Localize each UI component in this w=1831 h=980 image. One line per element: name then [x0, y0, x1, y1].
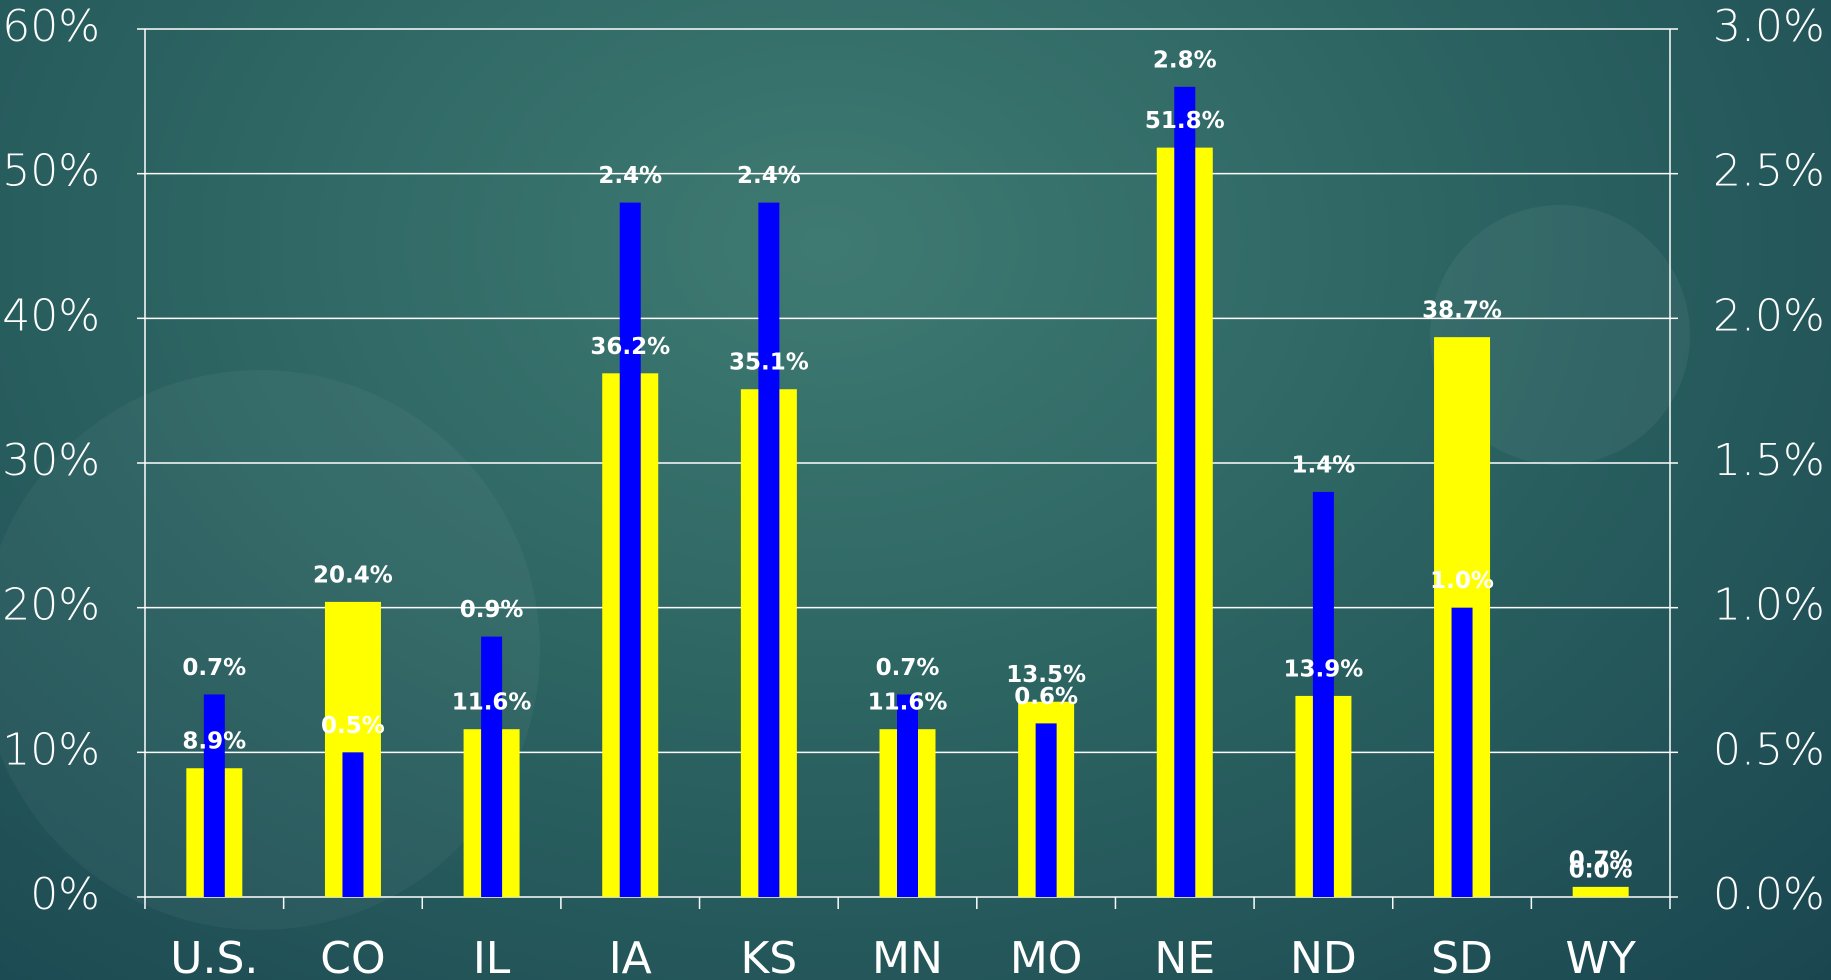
bar: [1312, 491, 1334, 897]
y-tick-label: 30%: [2, 435, 100, 486]
x-tick-label: CO: [320, 933, 385, 980]
y2-tick-label: 2.0%: [1713, 290, 1825, 341]
x-tick-label: U.S.: [170, 933, 258, 980]
y2-tick-label: 2.5%: [1713, 146, 1825, 197]
data-label: 0.7%: [876, 655, 940, 681]
bar: [1451, 607, 1473, 897]
data-label: 0.9%: [460, 597, 524, 623]
decoration: [1430, 205, 1690, 465]
data-label: 38.7%: [1422, 298, 1502, 324]
data-label: 1.0%: [1430, 568, 1494, 594]
bar: [619, 202, 641, 898]
data-label: 11.6%: [868, 690, 948, 716]
x-tick-label: IL: [473, 933, 511, 980]
x-tick-label: SD: [1431, 933, 1493, 980]
bar: [1174, 86, 1196, 897]
data-label: 36.2%: [590, 334, 670, 360]
bar: [342, 752, 364, 897]
x-tick-label: WY: [1565, 933, 1636, 980]
bar: [897, 694, 918, 897]
x-tick-label: MO: [1010, 933, 1083, 980]
data-label: 0.6%: [1014, 684, 1078, 710]
bar: [1035, 723, 1057, 897]
data-label: 2.4%: [737, 163, 801, 189]
data-label: 2.8%: [1153, 47, 1217, 73]
x-tick-label: IA: [609, 933, 652, 980]
y-tick-label: 40%: [2, 290, 100, 341]
x-tick-label: NE: [1154, 933, 1215, 980]
y2-tick-label: 1.0%: [1713, 580, 1825, 631]
x-tick-label: ND: [1290, 933, 1357, 980]
y2-tick-label: 1.5%: [1713, 435, 1825, 486]
x-tick-label: KS: [740, 933, 797, 980]
y-tick-label: 0%: [30, 869, 100, 920]
data-label: 20.4%: [313, 562, 393, 588]
data-label: 8.9%: [182, 729, 246, 755]
decoration: [0, 370, 540, 930]
data-label: 1.4%: [1292, 452, 1356, 478]
y-tick-label: 60%: [2, 1, 100, 52]
data-label: 0.7%: [182, 655, 246, 681]
data-label: 13.5%: [1006, 662, 1086, 688]
y2-tick-label: 0.0%: [1713, 869, 1825, 920]
bar: [203, 694, 225, 897]
bar: [481, 636, 503, 897]
bar: [758, 202, 780, 898]
y2-tick-label: 3.0%: [1713, 1, 1825, 52]
y-tick-label: 10%: [2, 724, 100, 775]
data-label: 2.4%: [598, 163, 662, 189]
data-label: 35.1%: [729, 350, 809, 376]
data-label: 0.7%: [1569, 847, 1633, 873]
data-label: 0.5%: [321, 713, 385, 739]
y2-tick-label: 0.5%: [1713, 724, 1825, 775]
data-label: 13.9%: [1284, 656, 1364, 682]
x-tick-label: MN: [872, 933, 943, 980]
bar: [1572, 886, 1629, 897]
data-label: 51.8%: [1145, 108, 1225, 134]
data-label: 0.0%: [1569, 858, 1633, 884]
y-tick-label: 20%: [2, 580, 100, 631]
data-label: 11.6%: [452, 690, 532, 716]
y-tick-label: 50%: [2, 146, 100, 197]
